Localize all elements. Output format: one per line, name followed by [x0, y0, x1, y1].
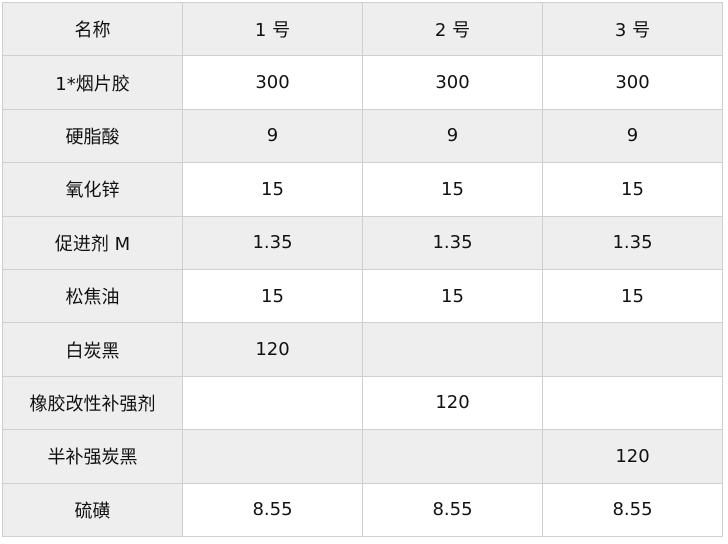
value-cell [362, 322, 543, 377]
table-row: 1*烟片胶 300 300 300 [2, 55, 723, 110]
value-cell: 9 [182, 108, 363, 164]
value-cell [182, 429, 363, 484]
value-cell: 120 [182, 322, 363, 377]
value-cell: 1.35 [362, 215, 543, 270]
row-label-cell: 促进剂 M [2, 215, 183, 270]
value-cell: 8.55 [362, 482, 543, 537]
value-cell: 9 [542, 108, 723, 164]
table-row: 硫磺 8.55 8.55 8.55 [2, 482, 723, 537]
value-cell [542, 375, 723, 431]
row-label-cell: 白炭黑 [2, 322, 183, 377]
header-row: 名称 1 号 2 号 3 号 [2, 1, 723, 57]
row-label-cell: 半补强炭黑 [2, 429, 183, 484]
value-cell: 300 [362, 55, 543, 110]
table-row: 橡胶改性补强剂 120 [2, 375, 723, 431]
row-label-cell: 橡胶改性补强剂 [2, 375, 183, 431]
value-cell: 1.35 [542, 215, 723, 270]
table-body: 名称 1 号 2 号 3 号 1*烟片胶 300 300 300 硬脂酸 9 9 9 氧化锌 15… [2, 1, 723, 537]
value-cell: 8.55 [182, 482, 363, 537]
header-cell: 3 号 [542, 1, 723, 57]
value-cell: 9 [362, 108, 543, 164]
table-row: 促进剂 M 1.35 1.35 1.35 [2, 215, 723, 270]
table-row: 氧化锌 15 15 15 [2, 162, 723, 217]
value-cell: 15 [182, 162, 363, 217]
value-cell: 300 [542, 55, 723, 110]
value-cell: 15 [542, 162, 723, 217]
table-row: 松焦油 15 15 15 [2, 268, 723, 324]
value-cell [362, 429, 543, 484]
value-cell [182, 375, 363, 431]
formula-table: 名称 1 号 2 号 3 号 1*烟片胶 300 300 300 硬脂酸 9 9 9 氧化锌 15… [2, 1, 723, 537]
row-label-cell: 硬脂酸 [2, 108, 183, 164]
table-row: 半补强炭黑 120 [2, 429, 723, 484]
value-cell [542, 322, 723, 377]
row-label-cell: 1*烟片胶 [2, 55, 183, 110]
value-cell: 15 [542, 268, 723, 324]
header-cell: 2 号 [362, 1, 543, 57]
row-label-cell: 硫磺 [2, 482, 183, 537]
header-cell: 1 号 [182, 1, 363, 57]
value-cell: 1.35 [182, 215, 363, 270]
row-label-cell: 松焦油 [2, 268, 183, 324]
value-cell: 15 [362, 162, 543, 217]
value-cell: 300 [182, 55, 363, 110]
row-label-cell: 氧化锌 [2, 162, 183, 217]
value-cell: 15 [362, 268, 543, 324]
table-row: 硬脂酸 9 9 9 [2, 108, 723, 164]
value-cell: 120 [542, 429, 723, 484]
value-cell: 120 [362, 375, 543, 431]
value-cell: 8.55 [542, 482, 723, 537]
header-cell: 名称 [2, 1, 183, 57]
value-cell: 15 [182, 268, 363, 324]
table-row: 白炭黑 120 [2, 322, 723, 377]
